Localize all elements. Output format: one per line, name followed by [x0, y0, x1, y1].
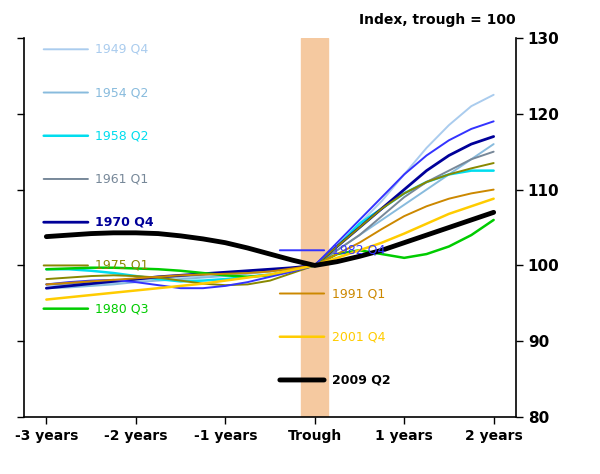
- Bar: [301, 38, 328, 417]
- Text: 2001 Q4: 2001 Q4: [331, 330, 385, 343]
- Text: 1949 Q4: 1949 Q4: [95, 43, 149, 56]
- Text: 1954 Q2: 1954 Q2: [95, 86, 149, 99]
- Text: Index, trough = 100: Index, trough = 100: [359, 12, 516, 27]
- Text: 1970 Q4: 1970 Q4: [95, 216, 154, 229]
- Text: 1958 Q2: 1958 Q2: [95, 129, 149, 142]
- Text: 1991 Q1: 1991 Q1: [331, 287, 385, 300]
- Text: 1980 Q3: 1980 Q3: [95, 302, 149, 315]
- Text: 2009 Q2: 2009 Q2: [331, 374, 390, 386]
- Text: 1961 Q1: 1961 Q1: [95, 173, 149, 185]
- Text: 1982 Q4: 1982 Q4: [331, 244, 385, 257]
- Text: 1975 Q1: 1975 Q1: [95, 259, 149, 272]
